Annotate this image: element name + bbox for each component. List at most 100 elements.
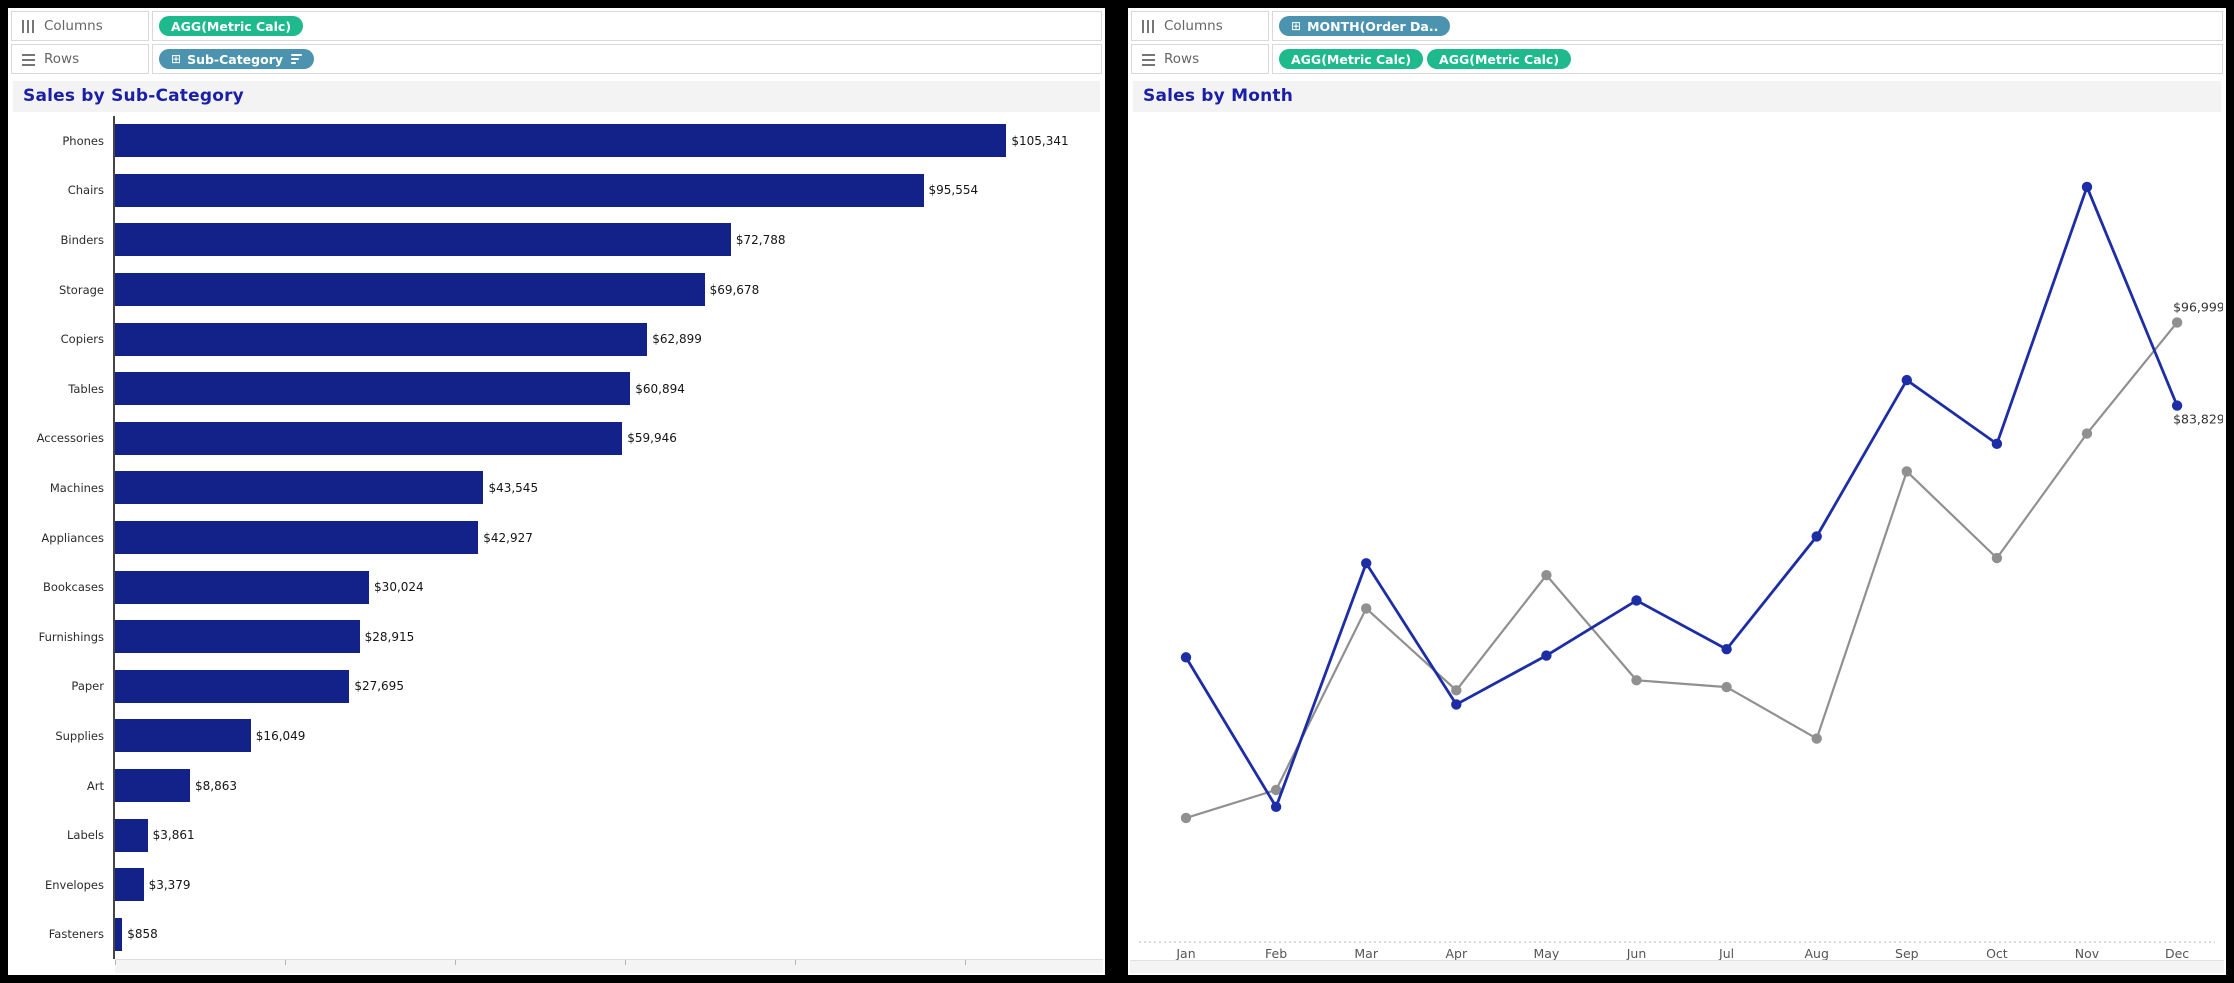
data-point[interactable] xyxy=(1180,812,1192,824)
bar-value-label: $16,049 xyxy=(255,728,306,743)
bar-mark[interactable] xyxy=(115,917,123,951)
data-point[interactable] xyxy=(1901,374,1912,386)
bar-row: Accessories $59,946 xyxy=(8,413,1105,464)
bar-mark[interactable] xyxy=(115,818,148,852)
bar-row: Tables $60,894 xyxy=(8,363,1105,414)
columns-shelf-row: Columns ⊞ MONTH(Order Da.. xyxy=(1131,11,2223,41)
bar-row: Paper $27,695 xyxy=(8,661,1105,712)
month-axis-label[interactable]: Apr xyxy=(1445,946,1467,960)
data-point[interactable] xyxy=(1361,558,1372,569)
data-point[interactable] xyxy=(2171,317,2183,328)
rows-shelf-label: Rows xyxy=(11,44,149,74)
bar-track: $72,788 xyxy=(113,215,1105,265)
month-axis-label[interactable]: Sep xyxy=(1895,946,1919,960)
month-axis-label[interactable]: Jan xyxy=(1175,946,1195,960)
bar-row: Supplies $16,049 xyxy=(8,711,1105,761)
bar-value-label: $8,863 xyxy=(194,778,237,793)
pill-agg-metric-calc[interactable]: AGG(Metric Calc) xyxy=(159,16,304,36)
expand-icon[interactable]: ⊞ xyxy=(1291,19,1302,33)
month-axis-label[interactable]: Dec xyxy=(2165,946,2189,960)
category-label[interactable]: Labels xyxy=(66,828,104,843)
data-point[interactable] xyxy=(1361,603,1372,614)
bar-mark[interactable] xyxy=(115,868,144,902)
data-point[interactable] xyxy=(1270,801,1282,813)
category-label[interactable]: Appliances xyxy=(41,530,104,545)
data-point[interactable] xyxy=(1270,784,1282,796)
rows-shelf[interactable]: AGG(Metric Calc) AGG(Metric Calc) xyxy=(1272,44,2223,74)
category-label[interactable]: Supplies xyxy=(55,728,104,743)
bar-mark[interactable] xyxy=(115,223,731,257)
data-point[interactable] xyxy=(1991,438,2003,450)
bar-mark[interactable] xyxy=(115,769,190,803)
month-axis-label[interactable]: Nov xyxy=(2075,946,2099,960)
pill-agg-metric-calc-2[interactable]: AGG(Metric Calc) xyxy=(1427,49,1572,69)
data-point[interactable] xyxy=(1451,685,1462,696)
data-point[interactable] xyxy=(1721,681,1732,693)
data-point[interactable] xyxy=(1631,675,1642,686)
category-label[interactable]: Storage xyxy=(59,282,104,297)
month-axis-label[interactable]: May xyxy=(1533,946,1559,960)
series-line xyxy=(1185,321,2178,820)
columns-shelf-label: Columns xyxy=(11,11,149,41)
category-label[interactable]: Envelopes xyxy=(44,877,104,892)
data-point[interactable] xyxy=(1541,569,1552,581)
category-label[interactable]: Bookcases xyxy=(42,580,104,595)
bar-mark[interactable] xyxy=(115,273,705,307)
data-point[interactable] xyxy=(1901,466,1912,477)
category-label[interactable]: Paper xyxy=(71,679,104,694)
month-axis-label[interactable]: Mar xyxy=(1354,946,1378,960)
category-label[interactable]: Copiers xyxy=(60,332,104,347)
bar-mark[interactable] xyxy=(115,471,484,505)
bar-mark[interactable] xyxy=(115,322,648,356)
rows-shelf-label: Rows xyxy=(1131,44,1269,74)
data-point[interactable] xyxy=(1631,595,1642,606)
pill-sub-category[interactable]: ⊞ Sub-Category xyxy=(159,49,315,69)
bar-mark[interactable] xyxy=(115,669,350,703)
category-label[interactable]: Machines xyxy=(49,480,104,495)
bar-mark[interactable] xyxy=(115,124,1007,158)
bar-value-label: $69,678 xyxy=(709,282,760,297)
bar-mark[interactable] xyxy=(115,570,370,604)
columns-shelf[interactable]: AGG(Metric Calc) xyxy=(152,11,1102,41)
bar-mark[interactable] xyxy=(115,521,479,555)
category-label[interactable]: Fasteners xyxy=(48,927,104,942)
category-label[interactable]: Furnishings xyxy=(38,629,104,644)
category-label[interactable]: Accessories xyxy=(36,431,104,446)
category-label[interactable]: Art xyxy=(86,778,104,793)
category-label[interactable]: Chairs xyxy=(67,183,104,198)
bar-value-label: $30,024 xyxy=(374,580,424,595)
bar-track: $16,049 xyxy=(113,711,1105,761)
bar-mark[interactable] xyxy=(115,173,924,207)
bar-mark[interactable] xyxy=(115,421,623,455)
rows-shelf[interactable]: ⊞ Sub-Category xyxy=(152,44,1102,74)
month-axis-label[interactable]: Feb xyxy=(1265,946,1287,960)
data-point[interactable] xyxy=(2171,400,2183,411)
data-point[interactable] xyxy=(1991,552,2003,564)
sort-descending-icon[interactable] xyxy=(291,54,303,64)
month-axis-label[interactable]: Jul xyxy=(1718,946,1734,960)
data-point[interactable] xyxy=(1541,650,1552,661)
data-point[interactable] xyxy=(1811,531,1822,542)
columns-shelf[interactable]: ⊞ MONTH(Order Da.. xyxy=(1272,11,2223,41)
data-point[interactable] xyxy=(1180,652,1192,663)
pill-month-order-date[interactable]: ⊞ MONTH(Order Da.. xyxy=(1279,16,1451,36)
month-axis-label[interactable]: Aug xyxy=(1804,946,1828,960)
category-label[interactable]: Phones xyxy=(62,133,104,148)
data-point[interactable] xyxy=(1451,699,1462,710)
end-value-label: $96,999 xyxy=(2173,299,2223,314)
bar-mark[interactable] xyxy=(115,620,360,654)
month-axis-label[interactable]: Oct xyxy=(1986,946,2008,960)
bar-track: $43,545 xyxy=(113,463,1105,513)
bar-mark[interactable] xyxy=(115,719,251,753)
category-label[interactable]: Binders xyxy=(60,232,104,247)
month-axis-label[interactable]: Jun xyxy=(1626,946,1647,960)
category-label[interactable]: Tables xyxy=(68,381,104,396)
bar-mark[interactable] xyxy=(115,372,631,406)
pill-agg-metric-calc-1[interactable]: AGG(Metric Calc) xyxy=(1279,49,1424,69)
expand-icon[interactable]: ⊞ xyxy=(171,52,182,66)
data-point[interactable] xyxy=(2081,428,2093,439)
data-point[interactable] xyxy=(2081,181,2093,193)
data-point[interactable] xyxy=(1811,733,1822,744)
data-point[interactable] xyxy=(1721,644,1732,655)
bar-value-label: $95,554 xyxy=(928,183,979,198)
